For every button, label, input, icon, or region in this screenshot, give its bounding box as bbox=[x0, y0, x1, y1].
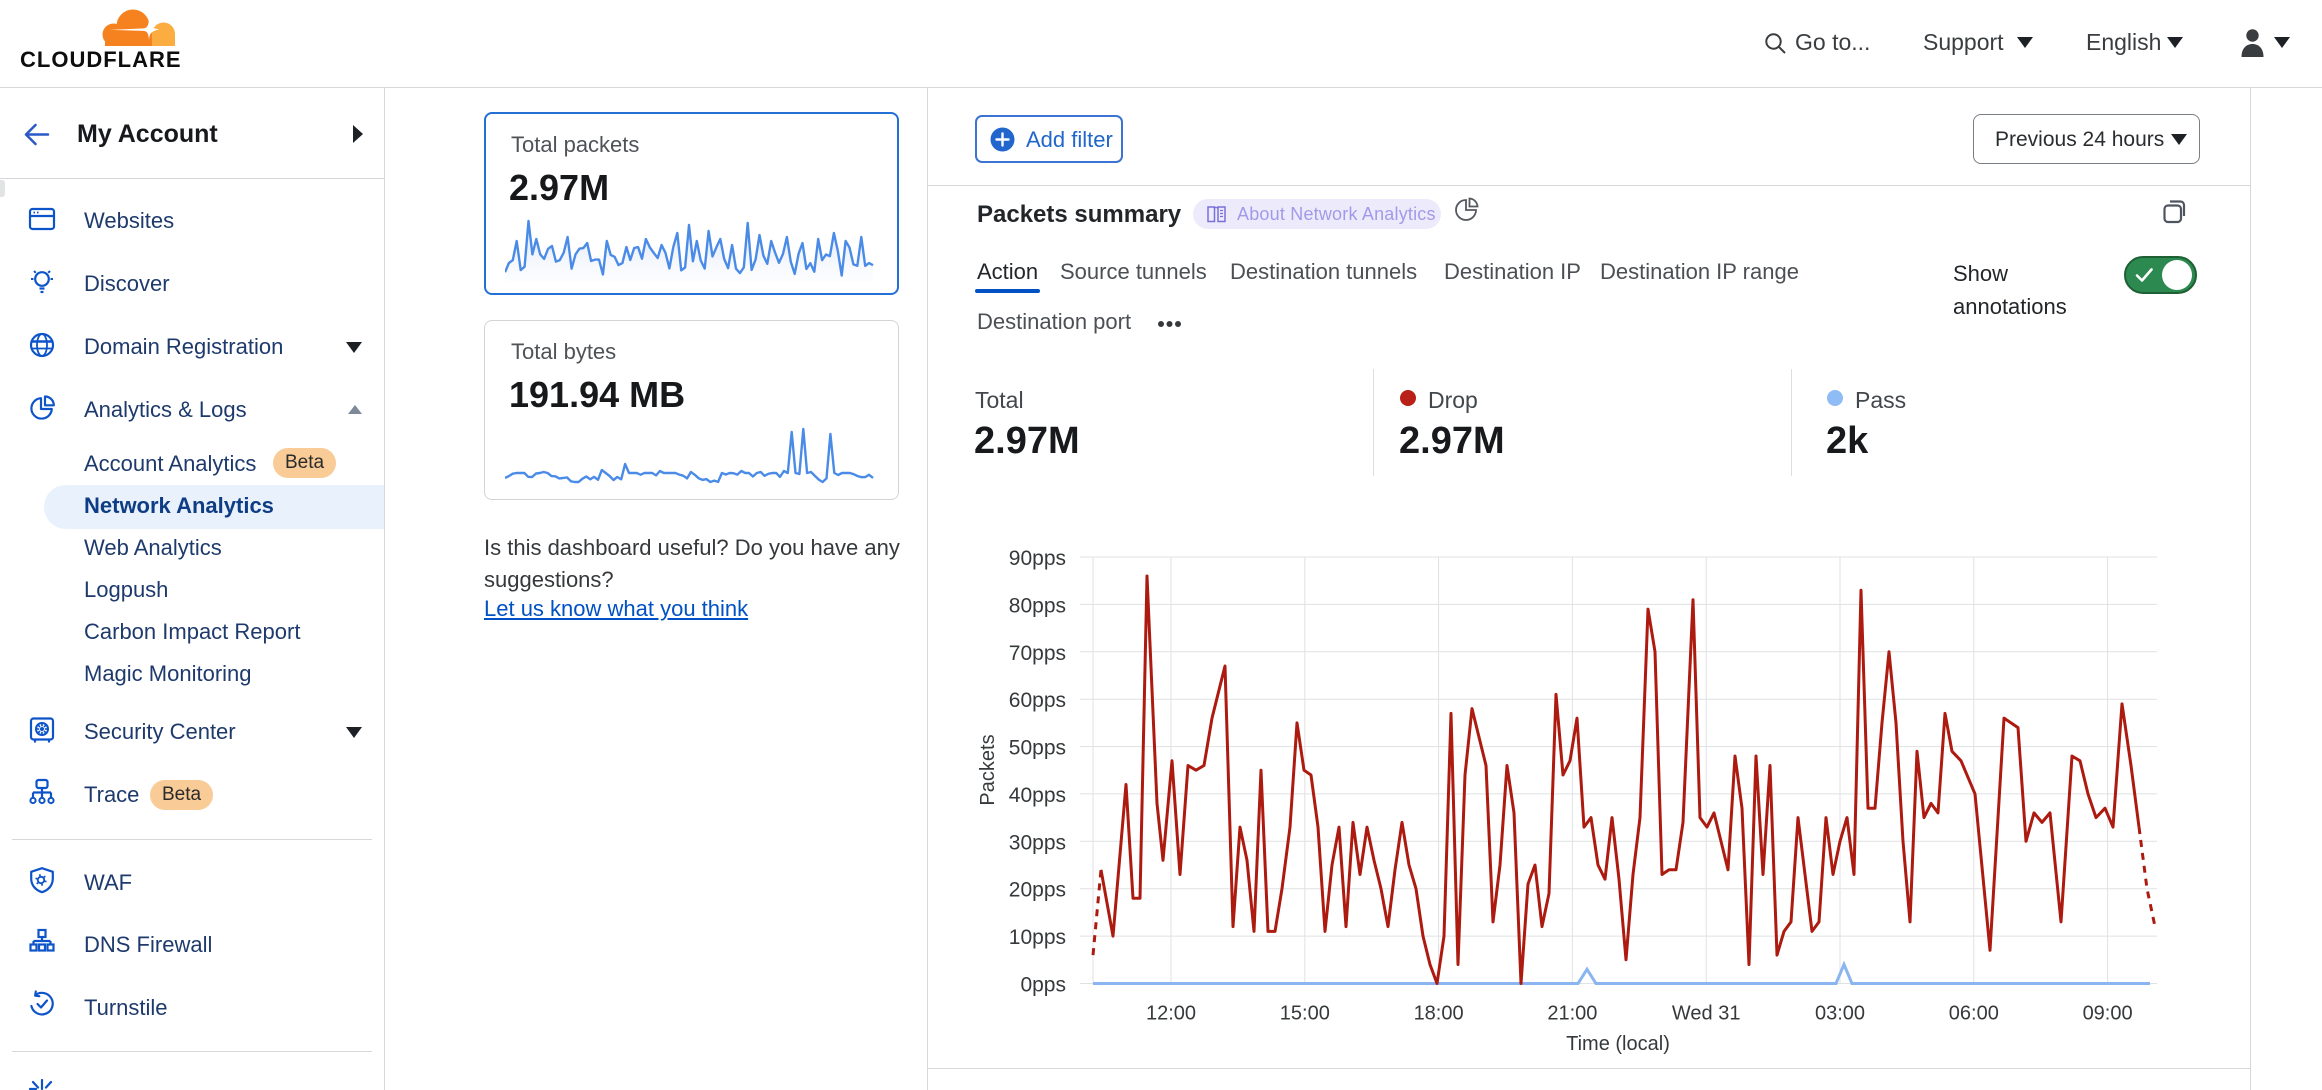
svg-text:90pps: 90pps bbox=[1009, 547, 1066, 570]
svg-text:Packets: Packets bbox=[977, 734, 999, 805]
svg-text:03:00: 03:00 bbox=[1815, 1003, 1865, 1025]
svg-text:80pps: 80pps bbox=[1009, 594, 1066, 617]
svg-text:50pps: 50pps bbox=[1009, 737, 1066, 760]
svg-text:60pps: 60pps bbox=[1009, 689, 1066, 712]
svg-text:15:00: 15:00 bbox=[1280, 1003, 1330, 1025]
svg-text:10pps: 10pps bbox=[1009, 926, 1066, 949]
svg-text:Wed 31: Wed 31 bbox=[1672, 1003, 1741, 1025]
svg-text:70pps: 70pps bbox=[1009, 642, 1066, 665]
svg-text:40pps: 40pps bbox=[1009, 784, 1066, 807]
svg-text:Time (local): Time (local) bbox=[1566, 1033, 1670, 1055]
svg-text:06:00: 06:00 bbox=[1949, 1003, 1999, 1025]
svg-text:0pps: 0pps bbox=[1020, 974, 1066, 997]
svg-text:21:00: 21:00 bbox=[1547, 1003, 1597, 1025]
svg-text:30pps: 30pps bbox=[1009, 831, 1066, 854]
svg-text:20pps: 20pps bbox=[1009, 879, 1066, 902]
svg-text:12:00: 12:00 bbox=[1146, 1003, 1196, 1025]
svg-text:18:00: 18:00 bbox=[1414, 1003, 1464, 1025]
svg-text:09:00: 09:00 bbox=[2083, 1003, 2133, 1025]
